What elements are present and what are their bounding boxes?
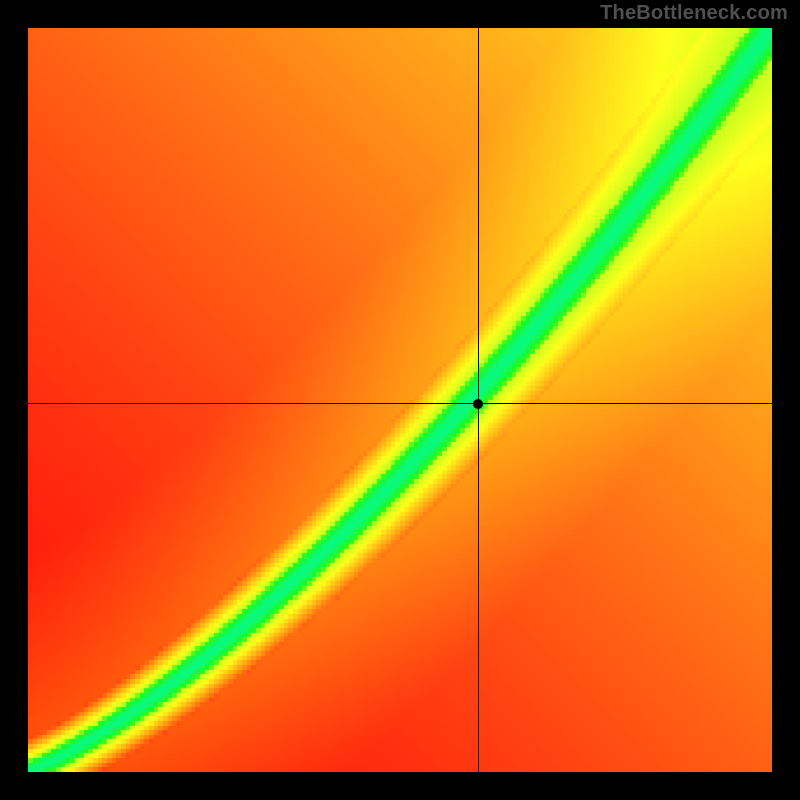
watermark-text: TheBottleneck.com xyxy=(600,2,788,25)
plot-area xyxy=(28,28,772,772)
crosshair-horizontal xyxy=(28,403,772,404)
data-point-marker xyxy=(473,399,483,409)
heatmap-canvas xyxy=(28,28,772,772)
chart-container: TheBottleneck.com xyxy=(0,0,800,800)
